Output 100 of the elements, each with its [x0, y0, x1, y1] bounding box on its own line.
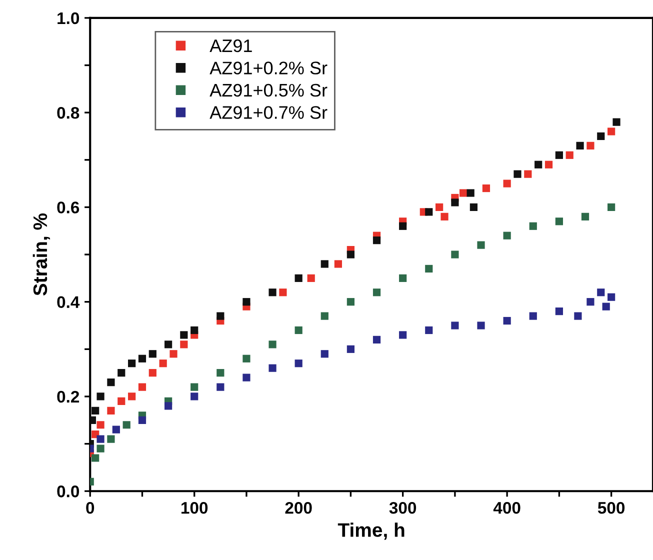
point [216, 312, 224, 320]
point [612, 118, 620, 126]
point [216, 383, 224, 391]
point [138, 383, 146, 391]
x-tick-label: 500 [598, 502, 625, 514]
point [96, 444, 104, 452]
point [242, 374, 250, 382]
point [128, 392, 136, 400]
point [451, 250, 459, 258]
point [242, 354, 250, 362]
point [608, 293, 616, 301]
point [268, 364, 276, 372]
point [96, 392, 104, 400]
point [96, 421, 104, 429]
point [529, 222, 537, 230]
x-tick-label: 300 [389, 502, 416, 514]
point [555, 218, 563, 226]
y-tick-label: 0.8 [57, 106, 80, 119]
point [180, 340, 188, 348]
y-axis-title: Strain, % [32, 213, 50, 296]
text: 0.0 [57, 486, 80, 498]
point [399, 222, 407, 230]
x-tick-label: 0 [86, 502, 94, 514]
point [128, 360, 136, 368]
point [294, 326, 302, 334]
point [529, 312, 537, 320]
y-tick-label: 0.6 [57, 202, 80, 214]
x-tick-label: 100 [182, 502, 208, 514]
point [138, 354, 146, 362]
point [180, 331, 188, 339]
point [372, 288, 381, 296]
point [602, 302, 610, 310]
x-axis-title: Time, h [338, 522, 404, 540]
point [608, 128, 616, 136]
point [118, 397, 126, 406]
legend-label: AZ91+0.2% Sr [210, 62, 328, 74]
point [92, 406, 100, 414]
point [555, 308, 563, 316]
point [425, 264, 433, 273]
point [608, 203, 616, 212]
point [164, 402, 172, 410]
point [148, 350, 156, 358]
point [190, 326, 198, 334]
point [586, 298, 594, 306]
point [190, 383, 198, 391]
point [320, 312, 328, 320]
point [320, 350, 328, 358]
point [581, 212, 590, 220]
point [190, 392, 198, 400]
point [92, 454, 100, 462]
point [597, 132, 605, 140]
x-tick-label: 400 [493, 502, 520, 514]
point [534, 160, 542, 168]
point [459, 189, 468, 197]
point [112, 426, 120, 434]
legend-label: AZ91+0.7% Sr [210, 106, 328, 119]
point [477, 241, 485, 249]
point [503, 180, 511, 188]
point [544, 160, 553, 168]
point [164, 340, 172, 348]
point [159, 360, 167, 368]
point [372, 236, 381, 244]
point [597, 288, 605, 296]
point [346, 298, 355, 306]
point [268, 288, 276, 296]
point [107, 406, 115, 414]
point [503, 232, 511, 240]
point [148, 369, 156, 377]
point [524, 170, 532, 178]
y-tick-label: 0.2 [57, 390, 80, 403]
point [566, 151, 574, 159]
legend-label: AZ91 [210, 39, 252, 52]
point [334, 260, 342, 268]
point [118, 369, 126, 377]
point [576, 142, 584, 150]
point [482, 184, 490, 192]
point [307, 274, 315, 282]
point [399, 331, 407, 339]
point [586, 142, 594, 150]
point [436, 203, 444, 212]
point [346, 250, 355, 258]
point [294, 274, 302, 282]
point [107, 435, 115, 443]
point [320, 260, 328, 268]
point [96, 435, 104, 443]
point [440, 212, 448, 220]
point [170, 350, 178, 358]
point [470, 203, 478, 212]
point [268, 340, 276, 348]
point [425, 208, 433, 216]
y-tick-label: 1.0 [58, 12, 80, 24]
point [503, 316, 511, 325]
point [107, 378, 115, 386]
point [514, 170, 522, 178]
point [451, 322, 459, 330]
point [451, 198, 459, 206]
point [279, 288, 287, 296]
point [122, 421, 130, 429]
point [242, 298, 250, 306]
point [425, 326, 433, 334]
